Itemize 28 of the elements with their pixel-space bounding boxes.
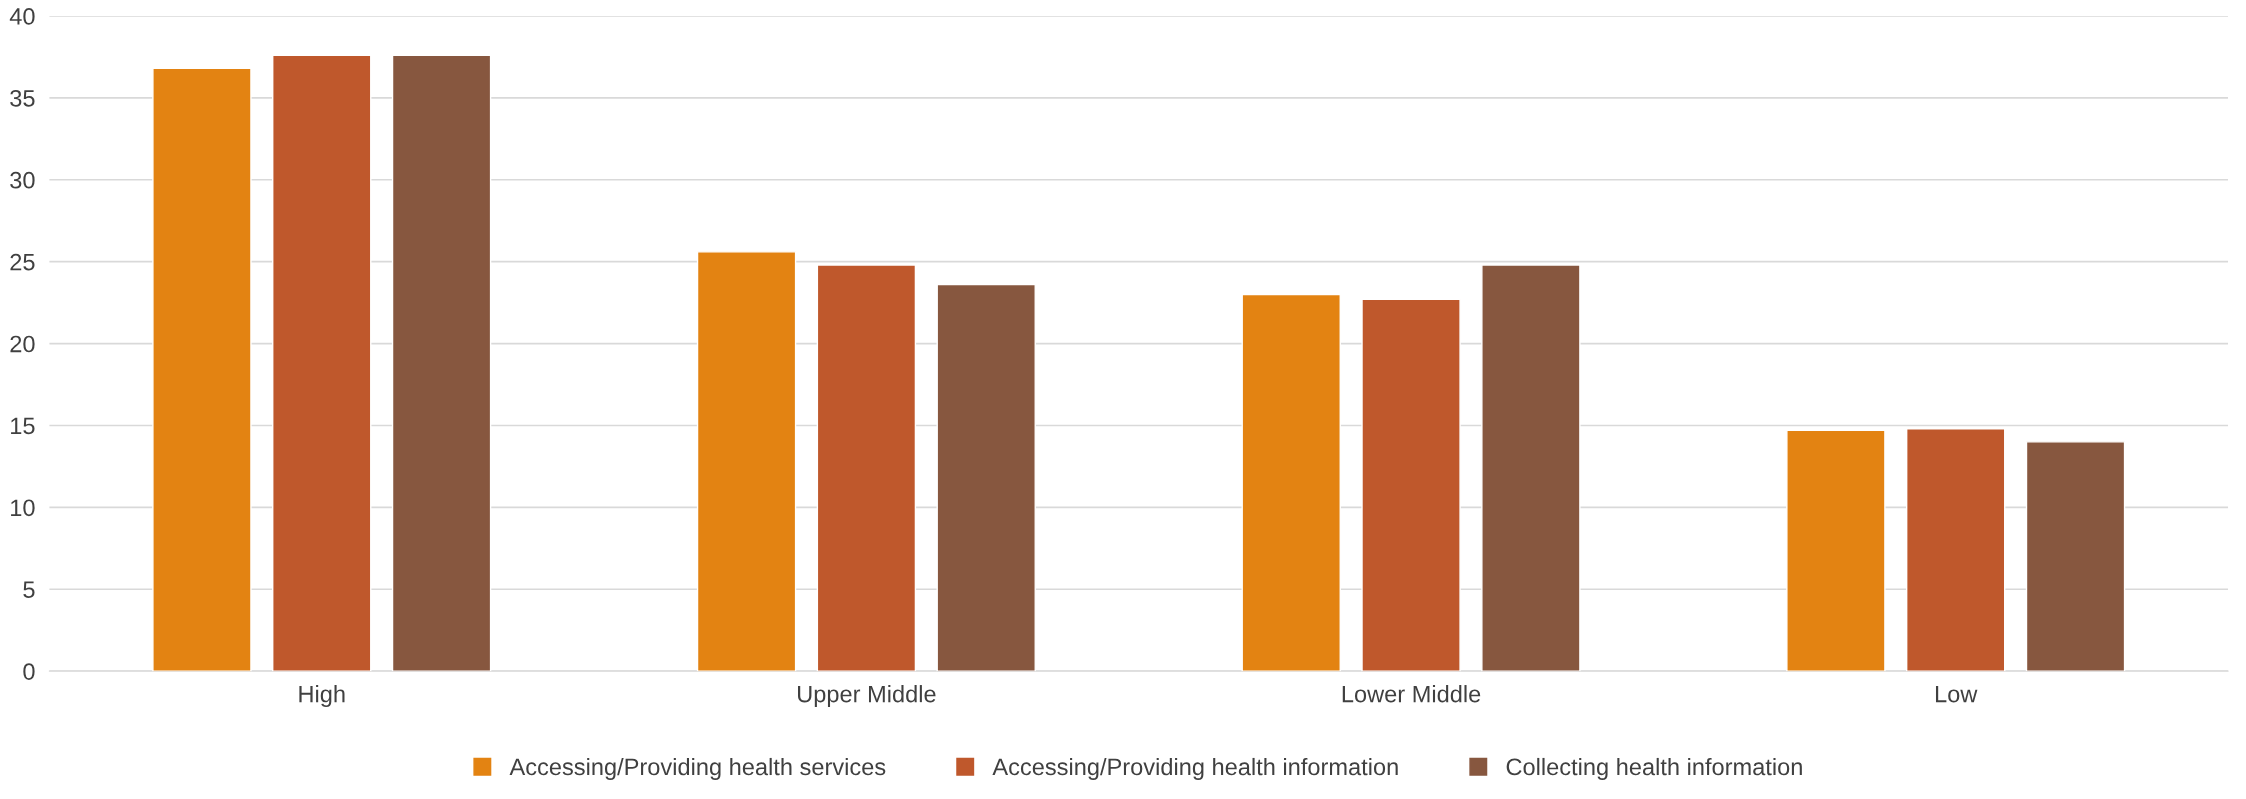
bar	[1905, 428, 2006, 672]
bar	[1361, 298, 1461, 672]
y-tick-label: 20	[10, 335, 35, 353]
bar	[1241, 293, 1341, 672]
bar	[936, 283, 1036, 672]
bar	[816, 264, 917, 672]
x-tick-label: Low	[1935, 685, 1978, 703]
bar	[696, 251, 797, 672]
legend-label: Collecting health information	[1506, 757, 1802, 780]
bar	[152, 67, 252, 672]
bar	[2025, 441, 2126, 672]
y-tick-label: 10	[11, 499, 35, 517]
y-tick-label: 30	[10, 171, 35, 189]
legend-label: Accessing/Providing health information	[992, 757, 1398, 780]
x-tick-label: High	[299, 685, 345, 708]
y-tick-label: 15	[11, 417, 35, 435]
bar	[1481, 264, 1581, 672]
bar	[272, 54, 372, 672]
y-tick-label: 0	[23, 663, 35, 680]
x-tick-label: Lower Middle	[1342, 685, 1481, 703]
y-tick-label: 35	[10, 89, 35, 107]
bar	[391, 54, 492, 672]
y-tick-label: 5	[23, 581, 35, 599]
bar	[1786, 429, 1886, 672]
y-tick-label: 40	[9, 8, 35, 25]
x-tick-label: Upper Middle	[798, 685, 936, 708]
legend-label: Accessing/Providing health services	[509, 757, 886, 780]
y-tick-label: 25	[10, 253, 35, 271]
